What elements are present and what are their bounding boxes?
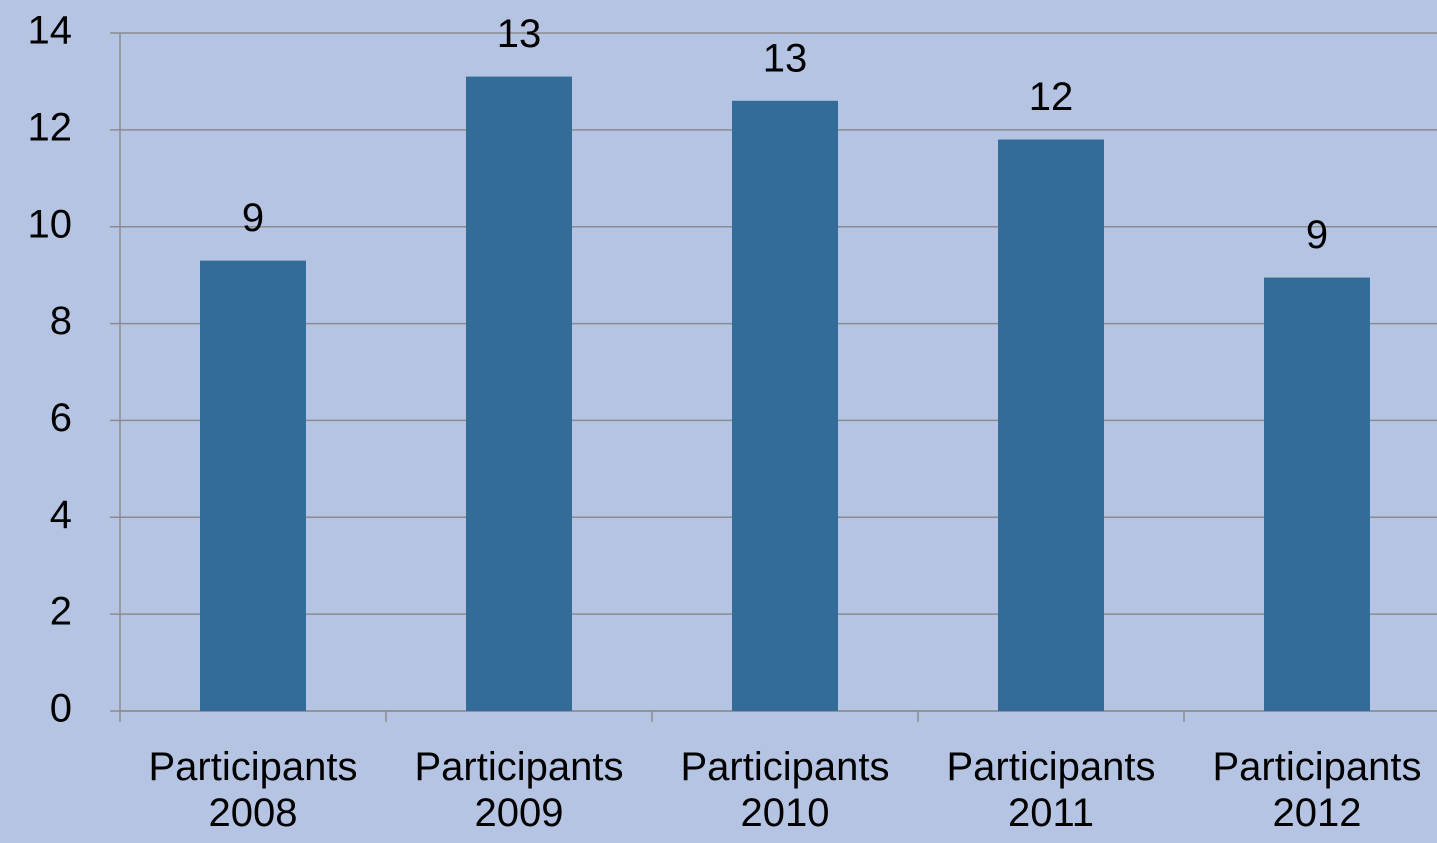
bar bbox=[200, 260, 306, 711]
x-tick-label: Participants 2009 bbox=[414, 745, 624, 835]
bar bbox=[466, 76, 572, 712]
y-tick-label: 8 bbox=[50, 299, 72, 343]
y-tick-label: 4 bbox=[50, 493, 72, 537]
bar bbox=[1264, 277, 1370, 711]
x-tick-label: Participants 2011 bbox=[946, 745, 1156, 835]
data-label: 13 bbox=[497, 12, 542, 56]
bar bbox=[732, 100, 838, 712]
y-tick-label: 14 bbox=[28, 9, 73, 53]
data-label: 9 bbox=[1306, 213, 1328, 257]
x-tick-label: Participants 2008 bbox=[148, 745, 358, 835]
data-label: 9 bbox=[242, 196, 264, 240]
bar bbox=[998, 139, 1104, 712]
data-label: 13 bbox=[763, 36, 808, 80]
x-tick-label: Participants 2010 bbox=[680, 745, 890, 835]
y-tick-label: 6 bbox=[50, 396, 72, 440]
y-tick-label: 0 bbox=[50, 687, 72, 731]
y-tick-label: 10 bbox=[28, 202, 73, 246]
x-tick-label: Participants 2012 bbox=[1212, 745, 1422, 835]
data-label: 12 bbox=[1029, 75, 1074, 119]
y-tick-label: 2 bbox=[50, 590, 72, 634]
y-tick-label: 12 bbox=[28, 105, 73, 149]
